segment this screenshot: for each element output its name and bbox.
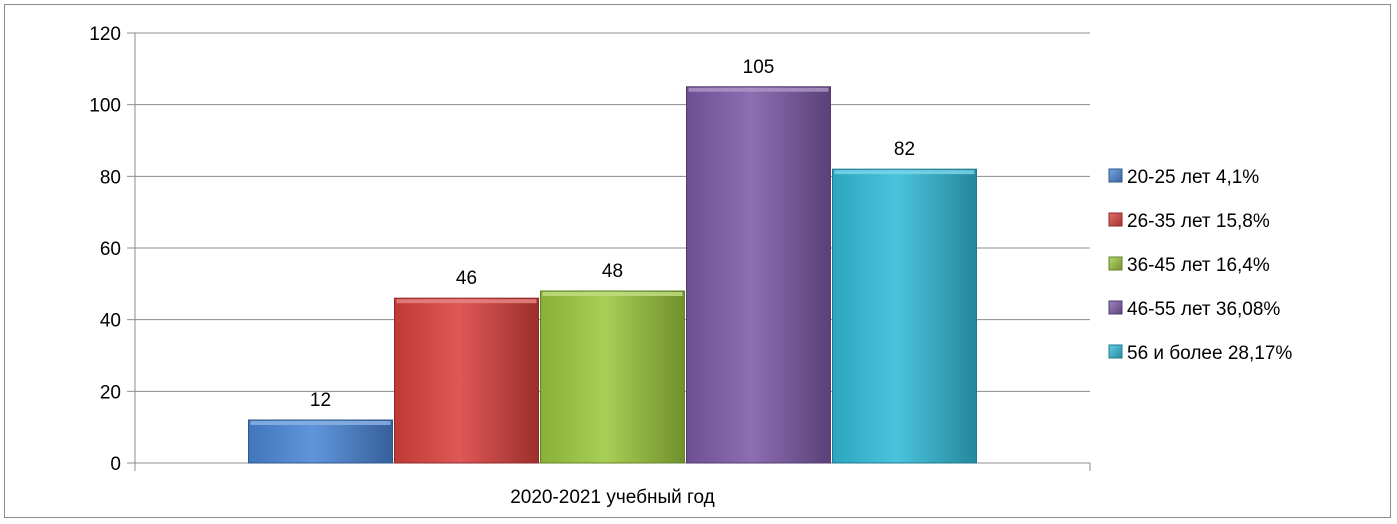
legend-swatch: [1108, 344, 1123, 359]
bar-highlight: [688, 87, 829, 92]
data-label: 105: [743, 57, 775, 78]
y-tick-label: 100: [89, 96, 121, 117]
bar-highlight: [250, 421, 391, 425]
bar: [394, 297, 539, 464]
y-tick-label: 120: [89, 24, 121, 45]
data-label: 12: [310, 390, 331, 411]
y-tick-label: 80: [100, 167, 121, 188]
bar-highlight: [396, 299, 537, 304]
x-axis-categories: 2020-2021 учебный год: [510, 487, 715, 508]
legend-swatch: [1108, 256, 1123, 271]
data-label: 82: [894, 139, 915, 160]
bar: [540, 290, 685, 464]
legend-swatch: [1108, 168, 1123, 183]
legend-label: 26-35 лет 15,8%: [1127, 211, 1270, 232]
data-label: 46: [456, 268, 477, 289]
x-category-label: 2020-2021 учебный год: [510, 487, 715, 508]
bar: [686, 86, 831, 464]
data-labels: 12 46 48 105 82: [310, 57, 915, 411]
bar: [832, 168, 977, 464]
bar-highlight: [834, 170, 975, 175]
legend-label: 56 и более 28,17%: [1127, 343, 1292, 364]
legend-label: 20-25 лет 4,1%: [1127, 167, 1259, 188]
bar-highlight: [542, 292, 683, 296]
data-label: 48: [602, 261, 623, 282]
legend-swatch: [1108, 300, 1123, 315]
y-axis-ticks: 0 20 40 60 80 100 120: [89, 24, 121, 475]
legend-label: 36-45 лет 16,4%: [1127, 255, 1270, 276]
legend: 20-25 лет 4,1% 26-35 лет 15,8% 36-45 лет 1…: [1108, 167, 1292, 364]
bars: [248, 86, 977, 464]
y-tick-label: 20: [100, 382, 121, 403]
y-tick-label: 60: [100, 239, 121, 260]
y-tick-label: 0: [110, 454, 121, 475]
legend-label: 46-55 лет 36,08%: [1127, 299, 1280, 320]
y-tick-label: 40: [100, 311, 121, 332]
bar: [248, 419, 393, 464]
legend-swatch: [1108, 212, 1123, 227]
